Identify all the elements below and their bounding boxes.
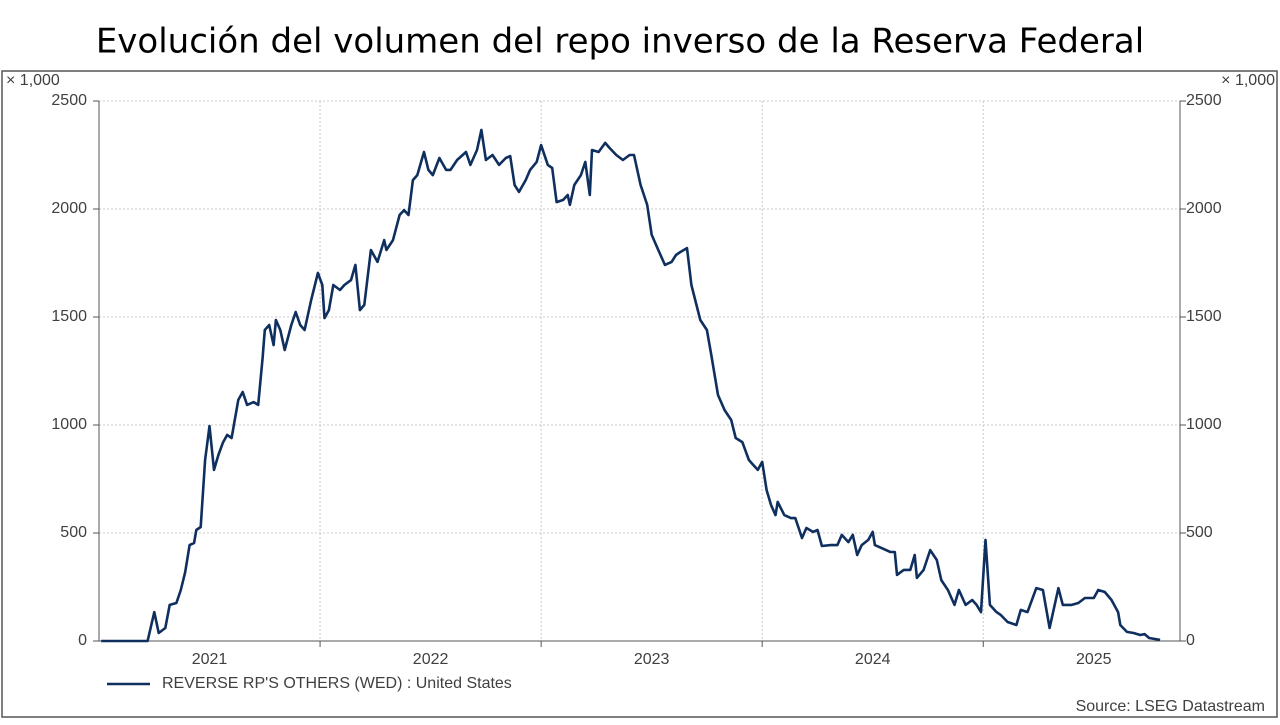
source-note: Source: LSEG Datastream — [1076, 698, 1265, 715]
y2-tick-label: 0 — [1186, 632, 1195, 649]
y-tick-label: 0 — [78, 632, 87, 649]
y-tick-label: 500 — [60, 524, 87, 541]
data-line — [101, 128, 1161, 643]
chart-frame — [1, 70, 1278, 718]
y-tick-label: 1500 — [51, 308, 87, 325]
y2-tick-label: 2500 — [1186, 92, 1222, 109]
x-tick-label: 2025 — [1076, 651, 1112, 668]
y2-tick-label: 500 — [1186, 524, 1213, 541]
y2-tick-label: 1500 — [1186, 308, 1222, 325]
x-tick-label: 2021 — [192, 651, 228, 668]
y2-unit-label: × 1,000 — [1221, 72, 1275, 89]
x-tick-label: 2024 — [855, 651, 891, 668]
y-unit-label: × 1,000 — [6, 72, 60, 89]
x-tick-label: 2023 — [634, 651, 670, 668]
y-tick-label: 2500 — [51, 92, 87, 109]
y2-tick-label: 1000 — [1186, 416, 1222, 433]
legend-label: REVERSE RP'S OTHERS (WED) : United State… — [162, 675, 512, 692]
y-tick-label: 1000 — [51, 416, 87, 433]
y-tick-label: 2000 — [51, 200, 87, 217]
x-tick-label: 2022 — [413, 651, 449, 668]
y2-tick-label: 2000 — [1186, 200, 1222, 217]
chart-title: Evolución del volumen del repo inverso d… — [96, 22, 1144, 62]
